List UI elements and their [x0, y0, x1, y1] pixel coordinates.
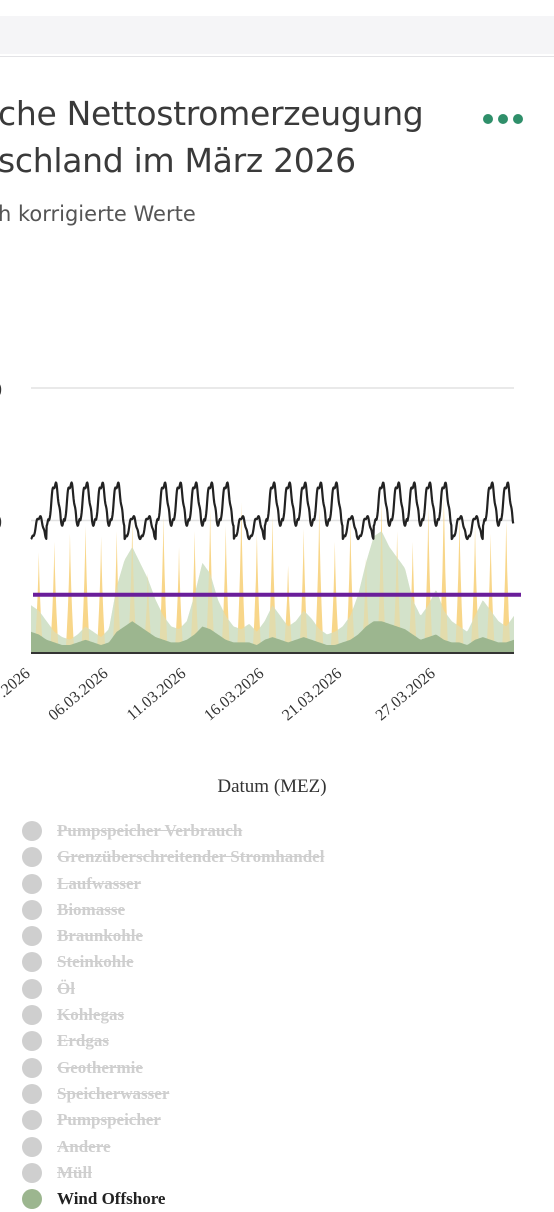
- legend-swatch: [22, 873, 42, 894]
- x-tick-label: .2026: [0, 665, 34, 701]
- legend-swatch: [22, 1189, 42, 1210]
- series-solar-peak: [330, 541, 340, 653]
- production-chart: )) .2026 06.03.202611.03.202616.03.202621.…: [0, 378, 521, 724]
- series-load-line: [30, 481, 515, 541]
- legend-item[interactable]: Pumpspeicher Verbrauch: [22, 818, 542, 844]
- series-solar-peak: [236, 501, 246, 653]
- legend-item[interactable]: Braunkohle: [22, 923, 542, 949]
- y-tick-label: ): [0, 511, 2, 532]
- chart-subtitle: h korrigierte Werte: [0, 202, 196, 226]
- legend-item[interactable]: Biomasse: [22, 897, 542, 923]
- series-wind-onshore-overlay: [31, 531, 514, 653]
- address-bar[interactable]: [0, 16, 554, 54]
- legend-swatch: [22, 1136, 42, 1157]
- legend-item[interactable]: Steinkohle: [22, 949, 542, 975]
- legend-swatch: [22, 1031, 42, 1052]
- legend-label: Braunkohle: [57, 926, 143, 946]
- legend-item[interactable]: Speicherwasser: [22, 1081, 542, 1107]
- legend-swatch: [22, 1005, 42, 1026]
- legend-swatch: [22, 952, 42, 973]
- legend: Pumpspeicher Verbrauch Grenzüberschreiten…: [22, 818, 542, 1212]
- browser-top-bar: [0, 0, 554, 57]
- ellipsis-horizontal-icon: [483, 114, 493, 124]
- legend-swatch: [22, 1083, 42, 1104]
- series-solar-peak: [314, 507, 324, 653]
- legend-swatch: [22, 1162, 42, 1183]
- legend-label: Erdgas: [57, 1031, 109, 1051]
- chart-menu-button[interactable]: [478, 104, 528, 134]
- legend-label: Geothermie: [57, 1057, 143, 1077]
- legend-label: Grenzüberschreitender Stromhandel: [57, 847, 325, 867]
- chart-title: che Nettostromerzeugung schland im März …: [0, 94, 424, 180]
- series-solar-peak: [50, 541, 59, 653]
- legend-label: Steinkohle: [57, 952, 134, 972]
- legend-item[interactable]: Andere: [22, 1134, 542, 1160]
- series-solar-peak: [174, 547, 184, 653]
- legend-swatch: [22, 821, 42, 841]
- ellipsis-horizontal-icon: [513, 114, 523, 124]
- legend-label: Andere: [57, 1136, 111, 1156]
- legend-swatch: [22, 1110, 42, 1131]
- legend-swatch: [22, 1057, 42, 1078]
- legend-item[interactable]: Laufwasser: [22, 871, 542, 897]
- legend-label: Laufwasser: [57, 873, 142, 893]
- legend-item[interactable]: Erdgas: [22, 1028, 542, 1054]
- legend-item[interactable]: Grenzüberschreitender Stromhandel: [22, 844, 542, 870]
- legend-label: Biomasse: [57, 899, 125, 919]
- legend-swatch: [22, 978, 42, 999]
- x-tick-label: 27.03.2026: [373, 665, 439, 724]
- legend-label: Öl: [57, 978, 75, 998]
- legend-item[interactable]: Kohlegas: [22, 1002, 542, 1028]
- x-tick-label: 21.03.2026: [279, 665, 345, 724]
- legend-swatch: [22, 926, 42, 947]
- legend-item[interactable]: Wind Offshore: [22, 1186, 542, 1212]
- legend-swatch: [22, 899, 42, 920]
- x-tick-label: 16.03.2026: [201, 665, 267, 724]
- legend-label: Wind Offshore: [57, 1189, 166, 1209]
- y-tick-label: ): [0, 378, 2, 399]
- x-axis-title: Datum (MEZ): [217, 776, 327, 797]
- series-solar-peak: [81, 525, 90, 653]
- legend-item[interactable]: Müll: [22, 1160, 542, 1186]
- x-tick-label: 11.03.2026: [124, 665, 190, 724]
- legend-item[interactable]: Öl: [22, 976, 542, 1002]
- legend-swatch: [22, 847, 42, 868]
- legend-item[interactable]: Pumpspeicher: [22, 1107, 542, 1133]
- legend-item[interactable]: Geothermie: [22, 1055, 542, 1081]
- series-solar-peak: [501, 520, 511, 653]
- legend-label: Pumpspeicher Verbrauch: [57, 821, 243, 840]
- legend-label: Pumpspeicher: [57, 1110, 161, 1130]
- legend-label: Müll: [57, 1162, 92, 1182]
- ellipsis-horizontal-icon: [498, 114, 508, 124]
- legend-label: Kohlegas: [57, 1005, 125, 1025]
- series-solar-peak: [455, 515, 464, 653]
- x-tick-label: 06.03.2026: [45, 665, 111, 724]
- legend-label: Speicherwasser: [57, 1083, 170, 1103]
